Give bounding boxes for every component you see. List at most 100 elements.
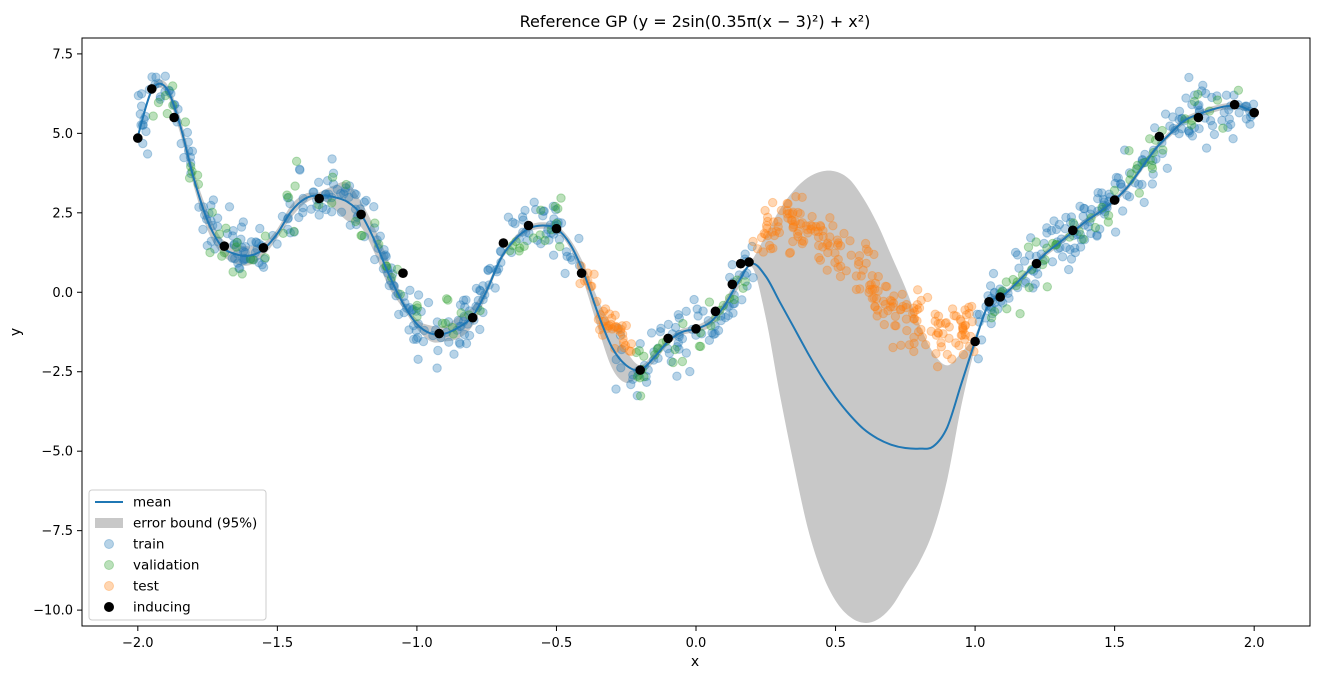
test-point xyxy=(867,271,877,281)
train-point xyxy=(339,189,349,199)
validation-point xyxy=(1015,309,1025,319)
train-point xyxy=(548,201,558,212)
validation-point xyxy=(1042,282,1053,292)
train-point xyxy=(298,207,308,218)
train-point xyxy=(289,227,299,237)
test-point xyxy=(773,216,783,227)
validation-point xyxy=(1002,304,1012,314)
test-point xyxy=(889,291,899,301)
train-point xyxy=(453,315,463,326)
test-point xyxy=(786,215,797,225)
inducing-point xyxy=(1031,258,1042,269)
train-point xyxy=(475,286,485,296)
train-point xyxy=(728,308,738,318)
train-point xyxy=(160,71,171,81)
test-point xyxy=(909,314,919,324)
validation-point xyxy=(556,193,566,203)
train-point xyxy=(616,344,627,355)
train-point xyxy=(1021,276,1031,287)
train-point xyxy=(407,304,417,315)
test-point xyxy=(964,302,974,312)
test-point xyxy=(854,251,865,261)
train-point xyxy=(1104,189,1114,199)
test-point xyxy=(956,316,966,326)
test-point xyxy=(575,278,585,289)
train-point xyxy=(349,188,360,199)
y-tick-label: −2.5 xyxy=(41,365,73,380)
legend-dot-swatch xyxy=(104,581,114,591)
test-point xyxy=(851,284,862,295)
test-point xyxy=(761,220,772,231)
validation-point xyxy=(678,318,688,329)
train-point xyxy=(458,295,469,305)
test-point xyxy=(758,247,768,257)
test-point xyxy=(801,221,811,231)
train-point xyxy=(632,390,642,401)
test-point xyxy=(869,249,879,260)
train-point xyxy=(210,244,220,254)
inducing-point xyxy=(258,243,269,253)
test-point xyxy=(835,241,846,251)
test-point xyxy=(825,213,835,223)
train-point xyxy=(720,312,731,323)
inducing-point xyxy=(498,238,509,248)
test-point xyxy=(760,205,770,216)
train-point xyxy=(1217,115,1227,126)
train-point xyxy=(444,337,454,347)
test-point xyxy=(782,209,792,219)
train-point xyxy=(182,127,193,138)
train-point xyxy=(151,72,161,82)
test-point xyxy=(788,207,798,217)
train-point xyxy=(1003,288,1013,298)
train-point xyxy=(208,195,219,205)
scatter-points xyxy=(133,71,1259,401)
train-point xyxy=(258,262,269,272)
train-point xyxy=(1078,211,1088,222)
train-point xyxy=(341,183,351,193)
train-point xyxy=(649,355,659,365)
train-point xyxy=(541,229,551,239)
inducing-point xyxy=(744,257,754,267)
validation-point xyxy=(412,303,423,313)
validation-point xyxy=(370,218,380,228)
test-point xyxy=(604,321,614,331)
train-point xyxy=(1174,106,1185,117)
train-point xyxy=(986,318,996,329)
validation-point xyxy=(1147,160,1157,171)
test-point xyxy=(617,329,628,339)
test-point xyxy=(832,240,843,250)
inducing-point xyxy=(551,223,562,234)
test-point xyxy=(811,221,821,232)
test-point xyxy=(960,305,970,315)
validation-point xyxy=(536,205,546,215)
test-point xyxy=(845,236,855,246)
test-point xyxy=(795,219,806,229)
train-point xyxy=(713,325,724,336)
validation-point xyxy=(168,81,178,91)
train-point xyxy=(423,297,434,308)
train-point xyxy=(1184,126,1194,136)
test-point xyxy=(878,308,888,319)
y-axis-label: y xyxy=(8,328,24,336)
test-point xyxy=(814,240,824,251)
train-point xyxy=(283,224,293,235)
train-point xyxy=(386,263,397,273)
train-point xyxy=(1184,128,1195,138)
test-point xyxy=(865,284,875,295)
test-point xyxy=(956,330,966,340)
train-point xyxy=(485,263,495,274)
train-point xyxy=(222,228,233,239)
train-point xyxy=(212,221,223,232)
inducing-point xyxy=(434,328,445,339)
validation-point xyxy=(148,111,158,121)
train-point xyxy=(985,281,996,291)
test-point xyxy=(855,284,865,294)
train-point xyxy=(1221,90,1232,100)
y-tick-label: 2.5 xyxy=(52,206,73,221)
test-point xyxy=(791,192,801,202)
train-point xyxy=(565,252,576,262)
train-point xyxy=(344,192,354,203)
y-tick-label: 5.0 xyxy=(52,127,73,142)
x-tick-label: 1.0 xyxy=(965,636,986,651)
inducing-point xyxy=(1229,99,1240,110)
